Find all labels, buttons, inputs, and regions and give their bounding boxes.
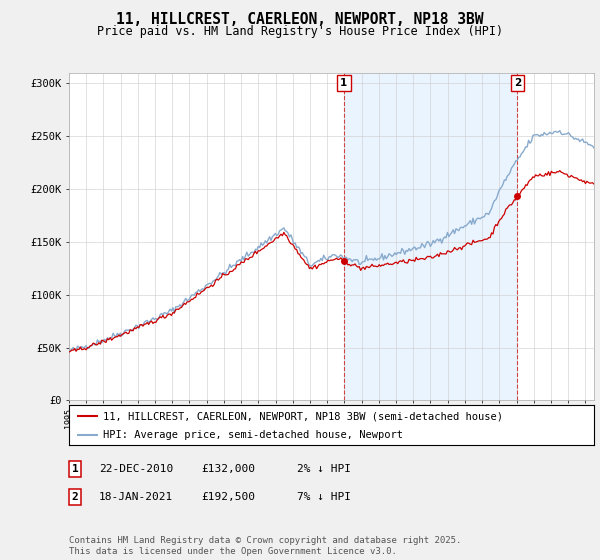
Text: 11, HILLCREST, CAERLEON, NEWPORT, NP18 3BW (semi-detached house): 11, HILLCREST, CAERLEON, NEWPORT, NP18 3…	[103, 411, 503, 421]
Text: 22-DEC-2010: 22-DEC-2010	[99, 464, 173, 474]
Text: 1: 1	[71, 464, 79, 474]
Text: 7% ↓ HPI: 7% ↓ HPI	[297, 492, 351, 502]
Text: 11, HILLCREST, CAERLEON, NEWPORT, NP18 3BW: 11, HILLCREST, CAERLEON, NEWPORT, NP18 3…	[116, 12, 484, 27]
Text: 2: 2	[514, 78, 521, 87]
Text: Price paid vs. HM Land Registry's House Price Index (HPI): Price paid vs. HM Land Registry's House …	[97, 25, 503, 38]
Text: 2% ↓ HPI: 2% ↓ HPI	[297, 464, 351, 474]
Text: 18-JAN-2021: 18-JAN-2021	[99, 492, 173, 502]
Text: Contains HM Land Registry data © Crown copyright and database right 2025.
This d: Contains HM Land Registry data © Crown c…	[69, 536, 461, 556]
Text: £192,500: £192,500	[201, 492, 255, 502]
Text: HPI: Average price, semi-detached house, Newport: HPI: Average price, semi-detached house,…	[103, 430, 403, 440]
Text: 1: 1	[340, 78, 347, 87]
Text: £132,000: £132,000	[201, 464, 255, 474]
Text: 2: 2	[71, 492, 79, 502]
Bar	[344, 73, 517, 400]
